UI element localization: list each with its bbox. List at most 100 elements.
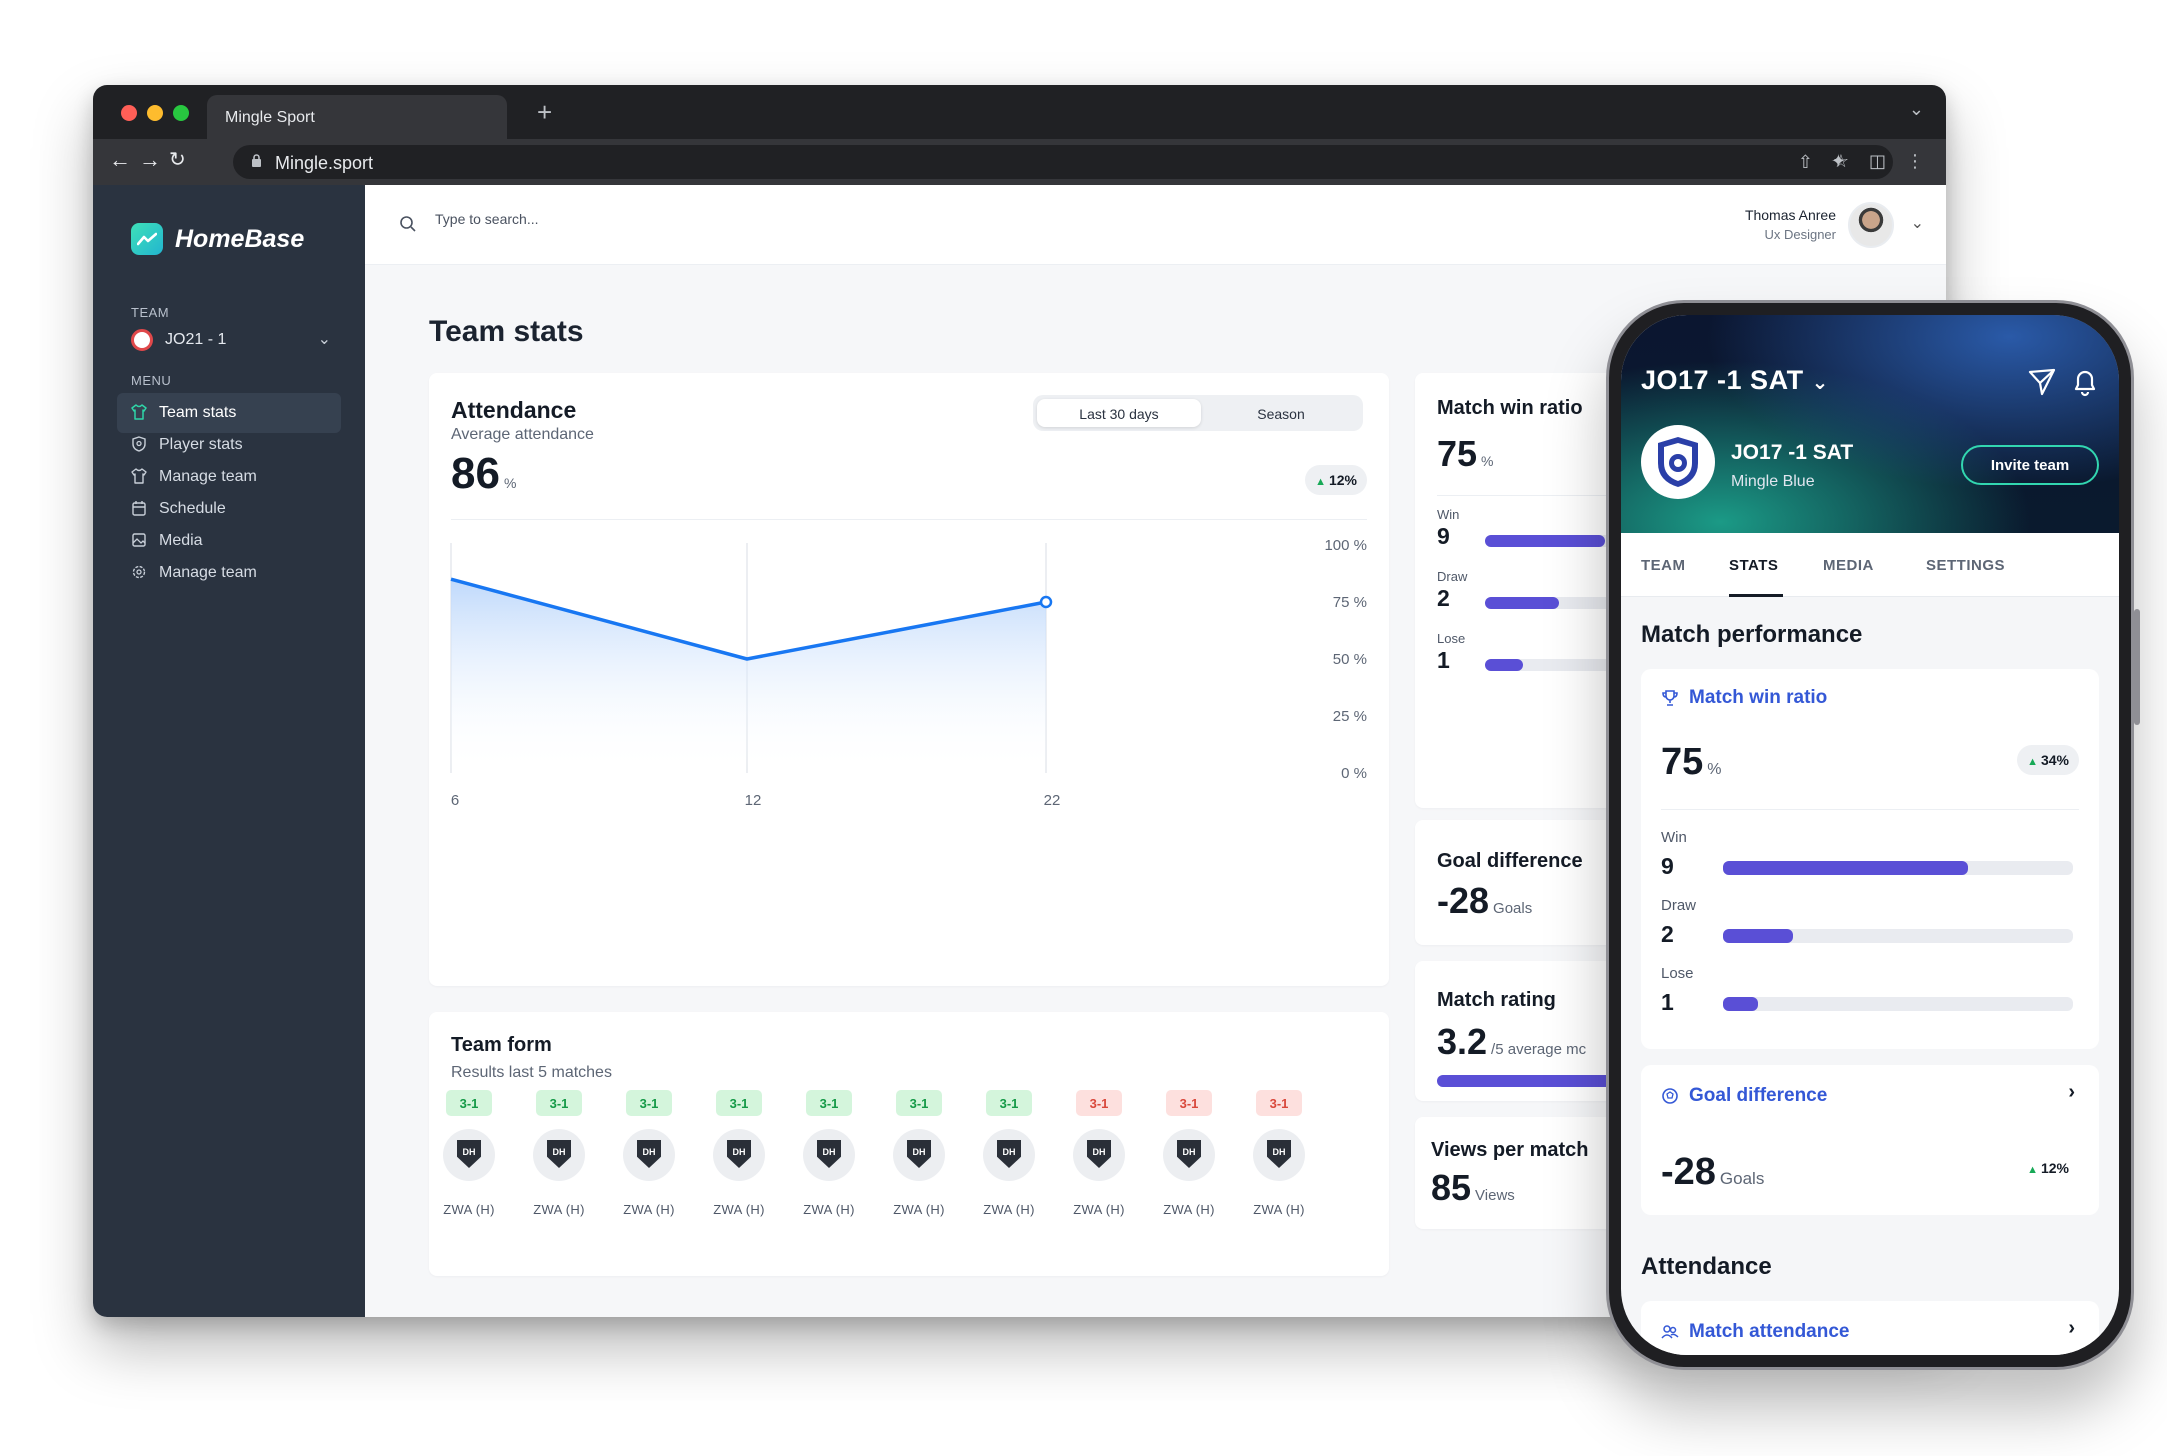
share-icon[interactable]: ⇧	[1797, 152, 1813, 172]
invite-team-button[interactable]: Invite team	[1961, 445, 2099, 485]
trend-up-icon: ▲	[2027, 756, 2038, 768]
toggle-last-30-days[interactable]: Last 30 days	[1037, 399, 1201, 427]
match-result-badge: 3-1	[536, 1090, 582, 1116]
goal-diff-number: -28	[1437, 880, 1490, 921]
sidebar-item-manage-team[interactable]: Manage team	[117, 457, 341, 497]
maximize-window-button[interactable]	[173, 105, 189, 121]
phone-lose-count: 1	[1661, 989, 1674, 1015]
bookmark-star-icon[interactable]: ☆	[1832, 151, 1849, 171]
goal-difference-card[interactable]: Goal difference -28 Goals	[1415, 820, 1639, 945]
sidebar-item-label: Manage team	[159, 564, 257, 581]
match-result-badge: 3-1	[716, 1090, 762, 1116]
browser-tab[interactable]: Mingle Sport	[207, 95, 507, 139]
phone-team-title: JO17 -1 SAT	[1641, 365, 1804, 395]
tab-search-chevron-icon[interactable]: ⌄	[1908, 99, 1924, 119]
reload-icon[interactable]: ↻	[169, 149, 186, 171]
match-attendance-link[interactable]: Match attendance	[1689, 1321, 1850, 1342]
y-tick-label: 75 %	[1333, 594, 1367, 611]
draw-bar-fill	[1485, 597, 1559, 609]
send-icon[interactable]	[2027, 367, 2057, 397]
avatar[interactable]	[1848, 202, 1894, 248]
back-arrow-icon[interactable]: ←	[109, 147, 131, 172]
y-tick-label: 100 %	[1324, 537, 1367, 554]
opponent-crest-icon[interactable]: DH	[443, 1129, 495, 1181]
phone-draw-bar-fill	[1723, 929, 1793, 943]
tab-stats[interactable]: STATS	[1729, 557, 1779, 574]
sidebar-item-label: Player stats	[159, 436, 243, 453]
user-role: Ux Designer	[1764, 227, 1836, 242]
tab-media[interactable]: MEDIA	[1823, 557, 1874, 574]
match-win-ratio-card[interactable]: Match win ratio 75% Win 9 Draw 2 Lose 1	[1415, 373, 1685, 808]
opponent-crest-icon[interactable]: DH	[983, 1129, 1035, 1181]
lose-bar-fill	[1485, 659, 1523, 671]
match-win-ratio-link[interactable]: Match win ratio	[1689, 687, 1828, 708]
goal-difference-link[interactable]: Goal difference	[1689, 1085, 1828, 1106]
phone-goal-difference-card[interactable]: Goal difference › -28 Goals ▲ 12%	[1641, 1065, 2099, 1215]
phone-win-bar-fill	[1723, 861, 1968, 875]
homebase-logo-icon	[131, 223, 163, 255]
opponent-team-label: ZWA (H)	[1073, 1202, 1125, 1217]
period-toggle: Last 30 days Season	[1033, 395, 1363, 431]
crest-initials: DH	[547, 1140, 571, 1168]
crest-initials: DH	[457, 1140, 481, 1168]
chart-point[interactable]	[1039, 595, 1053, 609]
toggle-season[interactable]: Season	[1257, 406, 1305, 422]
user-menu-chevron-icon[interactable]: ⌄	[1910, 215, 1924, 232]
forward-arrow-icon[interactable]: →	[139, 147, 161, 172]
url-field[interactable]: Mingle.sport ☆ ⇧	[233, 145, 1893, 179]
views-title: Views per match	[1431, 1139, 1589, 1161]
divider	[1661, 809, 2079, 810]
close-window-button[interactable]	[121, 105, 137, 121]
bell-icon[interactable]	[2071, 367, 2099, 397]
opponent-crest-icon[interactable]: DH	[713, 1129, 765, 1181]
sidepanel-icon[interactable]: ◫	[1868, 151, 1886, 171]
search-input[interactable]	[435, 211, 835, 227]
phone-tabs: TEAM STATS MEDIA SETTINGS	[1621, 533, 2119, 597]
users-icon	[1661, 1325, 1679, 1339]
y-tick-label: 50 %	[1333, 651, 1367, 668]
views-number: 85	[1431, 1167, 1472, 1208]
chevron-right-icon[interactable]: ›	[2068, 1317, 2075, 1339]
match-result-badge: 3-1	[806, 1090, 852, 1116]
extensions-icon[interactable]: ✦	[1830, 151, 1846, 171]
attendance-value: 86%	[451, 449, 516, 499]
lose-label: Lose	[1437, 631, 1466, 646]
tab-team[interactable]: TEAM	[1641, 557, 1686, 574]
phone-win-value: 75%	[1661, 741, 1722, 784]
opponent-crest-icon[interactable]: DH	[1253, 1129, 1305, 1181]
sidebar-item-manage-team-settings[interactable]: Manage team	[117, 553, 341, 593]
opponent-crest-icon[interactable]: DH	[803, 1129, 855, 1181]
app-logo[interactable]: HomeBase	[131, 223, 304, 255]
new-tab-button[interactable]: +	[537, 97, 553, 127]
views-value: 85 Views	[1431, 1167, 1515, 1209]
chart-series-line	[450, 577, 1047, 661]
opponent-crest-icon[interactable]: DH	[533, 1129, 585, 1181]
opponent-crest-icon[interactable]: DH	[623, 1129, 675, 1181]
phone-team-selector[interactable]: JO17 -1 SAT ⌄	[1641, 365, 1829, 396]
phone-goal-diff-number: -28	[1661, 1151, 1716, 1193]
browser-menu-icon[interactable]: ⋮	[1906, 151, 1924, 171]
sidebar-item-team-stats[interactable]: Team stats	[117, 393, 341, 433]
content-layer: Attendance Average attendance 86% Last 3…	[93, 85, 1946, 1317]
shirt-icon	[131, 404, 147, 420]
opponent-crest-icon[interactable]: DH	[1073, 1129, 1125, 1181]
phone-attendance-card[interactable]: Match attendance ›	[1641, 1301, 2099, 1355]
chevron-down-icon: ⌄	[1811, 372, 1829, 394]
win-value: 9	[1437, 523, 1450, 549]
team-selector[interactable]: JO21 - 1 ⌄	[131, 325, 331, 355]
phone-lose-label: Lose	[1661, 965, 1694, 982]
crest-initials: DH	[1177, 1140, 1201, 1168]
tab-settings[interactable]: SETTINGS	[1926, 557, 2006, 574]
chevron-right-icon[interactable]: ›	[2068, 1081, 2075, 1103]
crest-initials: DH	[907, 1140, 931, 1168]
phone-win-ratio-card[interactable]: Match win ratio 75% ▲ 34% Win 9 Draw 2 Lo…	[1641, 669, 2099, 1049]
minimize-window-button[interactable]	[147, 105, 163, 121]
sidebar-item-player-stats[interactable]: Player stats	[117, 425, 341, 465]
sidebar-item-schedule[interactable]: Schedule	[117, 489, 341, 529]
opponent-crest-icon[interactable]: DH	[1163, 1129, 1215, 1181]
match-result-badge: 3-1	[446, 1090, 492, 1116]
opponent-crest-icon[interactable]: DH	[893, 1129, 945, 1181]
sidebar-item-media[interactable]: Media	[117, 521, 341, 561]
views-per-match-card[interactable]: Views per match 85 Views	[1415, 1117, 1639, 1229]
top-header: Thomas Anree Ux Designer ⌄	[365, 185, 1946, 265]
